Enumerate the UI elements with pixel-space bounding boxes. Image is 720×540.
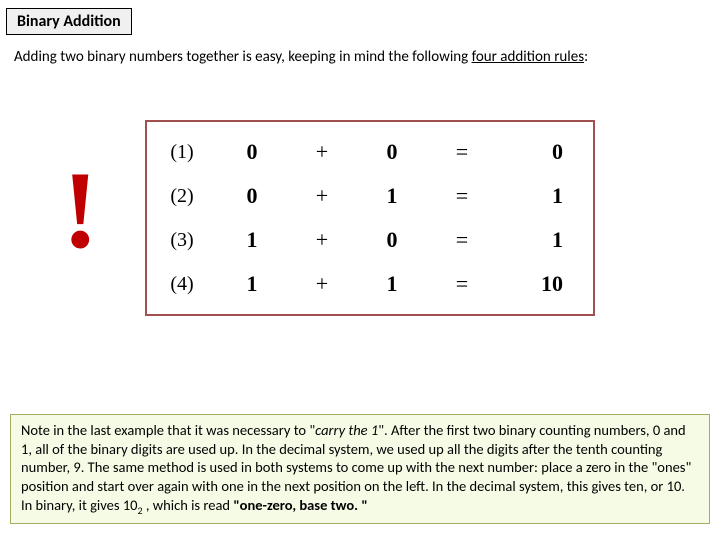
binary-value: 10 [123, 496, 138, 514]
table-row: (3) 1 + 0 = 1 [147, 218, 593, 262]
operand-a: 0 [217, 139, 287, 165]
operand-a: 1 [217, 271, 287, 297]
page-title: Binary Addition [6, 8, 132, 35]
table-row: (4) 1 + 1 = 10 [147, 262, 593, 306]
rule-index: (4) [147, 273, 217, 296]
operator: + [287, 139, 357, 165]
rules-table: (1) 0 + 0 = 0 (2) 0 + 1 = 1 (3) 1 + 0 = … [145, 120, 595, 316]
operand-b: 1 [357, 183, 427, 209]
note-text: Note in the last example that it was nec… [21, 421, 315, 439]
equals: = [427, 227, 497, 253]
operand-b: 1 [357, 271, 427, 297]
rule-index: (3) [147, 229, 217, 252]
intro-rules-label: four addition rules [472, 48, 585, 66]
operand-b: 0 [357, 227, 427, 253]
operator: + [287, 183, 357, 209]
rule-index: (1) [147, 141, 217, 164]
operator: + [287, 227, 357, 253]
note-text: , which is read [143, 496, 234, 514]
read-as: "one-zero, base two. " [233, 496, 367, 514]
operand-a: 0 [217, 183, 287, 209]
result: 10 [497, 271, 587, 297]
operand-b: 0 [357, 139, 427, 165]
result: 1 [497, 227, 587, 253]
equals: = [427, 139, 497, 165]
table-row: (2) 0 + 1 = 1 [147, 174, 593, 218]
table-row: (1) 0 + 0 = 0 [147, 130, 593, 174]
exclamation-icon: ! [62, 155, 99, 265]
operator: + [287, 271, 357, 297]
result: 0 [497, 139, 587, 165]
note-box: Note in the last example that it was nec… [10, 414, 710, 524]
rule-index: (2) [147, 185, 217, 208]
intro-lead: Adding two binary numbers together is ea… [14, 48, 472, 66]
carry-phrase: carry the 1 [315, 421, 378, 439]
intro-text: Adding two binary numbers together is ea… [14, 48, 706, 68]
equals: = [427, 183, 497, 209]
operand-a: 1 [217, 227, 287, 253]
intro-tail: : [584, 48, 588, 66]
equals: = [427, 271, 497, 297]
result: 1 [497, 183, 587, 209]
